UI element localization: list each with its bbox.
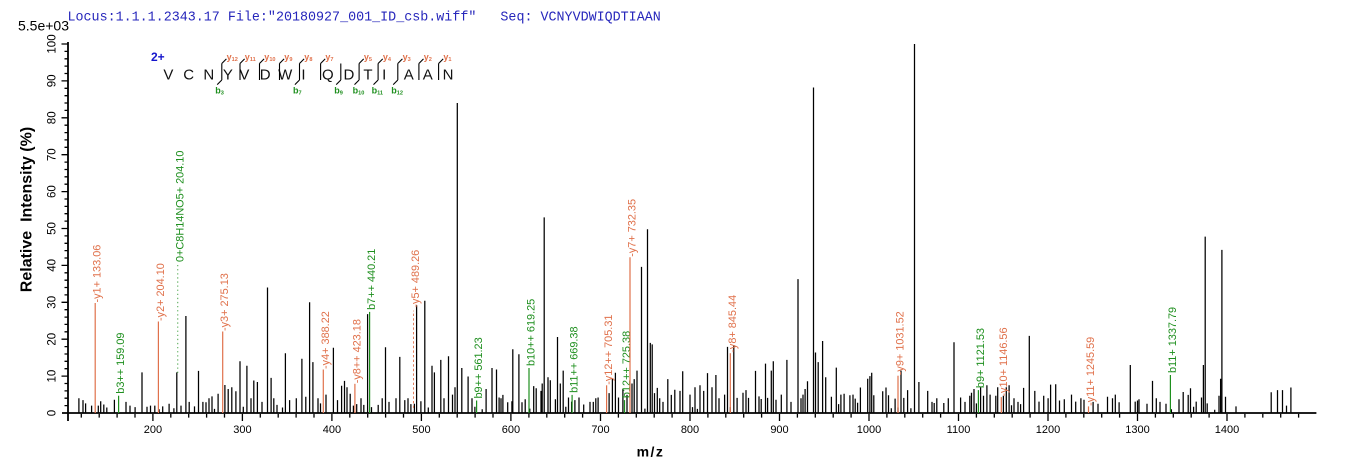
svg-text:y10: y10 <box>264 52 275 63</box>
svg-text:N: N <box>203 67 214 84</box>
svg-text:90: 90 <box>47 75 59 88</box>
svg-text:y1: y1 <box>443 52 451 63</box>
svg-text:V: V <box>239 67 249 84</box>
svg-text:W: W <box>278 67 293 84</box>
svg-text:Relative Intensity (%): Relative Intensity (%) <box>19 127 36 292</box>
svg-text:y4: y4 <box>383 52 392 63</box>
svg-text:-y1+ 133.06: -y1+ 133.06 <box>92 245 104 303</box>
svg-text:b3: b3 <box>215 86 224 97</box>
svg-text:y12: y12 <box>227 52 238 63</box>
svg-text:D: D <box>343 67 354 84</box>
svg-text:-y4+ 388.22: -y4+ 388.22 <box>320 311 332 369</box>
svg-text:-y8+ 845.44: -y8+ 845.44 <box>727 295 739 353</box>
svg-text:V: V <box>163 67 173 84</box>
svg-text:y11: y11 <box>245 52 256 63</box>
svg-text:b11+ 1337.79: b11+ 1337.79 <box>1167 307 1179 373</box>
svg-text:1400: 1400 <box>1215 424 1239 436</box>
svg-text:10: 10 <box>47 370 59 383</box>
svg-text:m/z: m/z <box>637 444 665 460</box>
svg-text:b7: b7 <box>293 86 302 97</box>
svg-text:y5: y5 <box>364 52 372 63</box>
svg-text:y9: y9 <box>284 52 292 63</box>
svg-text:800: 800 <box>681 424 699 436</box>
svg-text:b10++ 619.25: b10++ 619.25 <box>526 299 538 366</box>
svg-text:-y12++ 705.31: -y12++ 705.31 <box>603 315 615 385</box>
svg-text:b11++ 669.38: b11++ 669.38 <box>569 326 581 392</box>
svg-text:T: T <box>363 67 372 84</box>
svg-text:5.5e+03: 5.5e+03 <box>18 18 69 34</box>
svg-text:2+: 2+ <box>151 50 165 64</box>
svg-text:y3: y3 <box>403 52 411 63</box>
svg-text:-y5+ 489.26: -y5+ 489.26 <box>410 250 422 308</box>
svg-text:1200: 1200 <box>1036 424 1060 436</box>
svg-text:600: 600 <box>502 424 520 436</box>
svg-text:Locus:1.1.1.2343.17 File:"2018: Locus:1.1.1.2343.17 File:"20180927_001_I… <box>68 11 661 26</box>
svg-text:b12++ 725.38: b12++ 725.38 <box>621 331 633 398</box>
svg-text:N: N <box>443 67 454 84</box>
svg-text:-y3+ 275.13: -y3+ 275.13 <box>219 273 231 331</box>
svg-text:b3++ 159.09: b3++ 159.09 <box>115 333 127 394</box>
svg-text:I: I <box>382 67 386 84</box>
svg-text:50: 50 <box>47 222 59 235</box>
svg-text:Y: Y <box>223 67 233 84</box>
svg-text:20: 20 <box>47 333 59 346</box>
svg-text:700: 700 <box>591 424 609 436</box>
svg-text:y7: y7 <box>325 52 333 63</box>
svg-text:80: 80 <box>47 111 59 124</box>
svg-text:100: 100 <box>47 34 59 53</box>
svg-text:b7++ 440.21: b7++ 440.21 <box>366 249 378 310</box>
svg-text:1100: 1100 <box>947 424 971 436</box>
svg-text:Q: Q <box>322 67 334 84</box>
svg-text:A: A <box>404 67 414 84</box>
svg-text:C: C <box>183 67 194 84</box>
svg-text:500: 500 <box>412 424 430 436</box>
svg-text:b10: b10 <box>353 86 365 97</box>
svg-text:b11: b11 <box>372 86 383 97</box>
svg-text:-y11+ 1245.59: -y11+ 1245.59 <box>1085 337 1097 406</box>
svg-text:-y7+ 732.35: -y7+ 732.35 <box>627 199 639 257</box>
svg-text:y8: y8 <box>304 52 312 63</box>
svg-text:40: 40 <box>47 259 59 272</box>
svg-text:1000: 1000 <box>857 424 881 436</box>
svg-text:A: A <box>423 67 433 84</box>
svg-text:-y9+ 1031.52: -y9+ 1031.52 <box>895 311 907 375</box>
svg-text:I: I <box>301 67 305 84</box>
svg-text:0: 0 <box>47 410 59 416</box>
svg-text:60: 60 <box>47 185 59 198</box>
svg-text:-y8++ 423.18: -y8++ 423.18 <box>351 319 363 383</box>
svg-text:0+C8H14NO5+ 204.10: 0+C8H14NO5+ 204.10 <box>174 151 186 262</box>
svg-text:70: 70 <box>47 148 59 161</box>
svg-text:200: 200 <box>144 424 162 436</box>
svg-text:D: D <box>260 67 271 84</box>
svg-text:-y2+ 204.10: -y2+ 204.10 <box>155 263 167 321</box>
svg-text:30: 30 <box>47 296 59 309</box>
svg-text:300: 300 <box>233 424 251 436</box>
svg-text:1300: 1300 <box>1125 424 1149 436</box>
svg-text:b9: b9 <box>334 86 343 97</box>
svg-text:y2: y2 <box>424 52 432 63</box>
svg-text:900: 900 <box>770 424 788 436</box>
svg-text:b9++ 561.23: b9++ 561.23 <box>473 337 485 398</box>
svg-text:b9+ 1121.53: b9+ 1121.53 <box>975 328 987 388</box>
svg-text:400: 400 <box>323 424 341 436</box>
svg-text:-y10+ 1146.56: -y10+ 1146.56 <box>998 327 1010 396</box>
svg-text:b12: b12 <box>391 86 403 97</box>
